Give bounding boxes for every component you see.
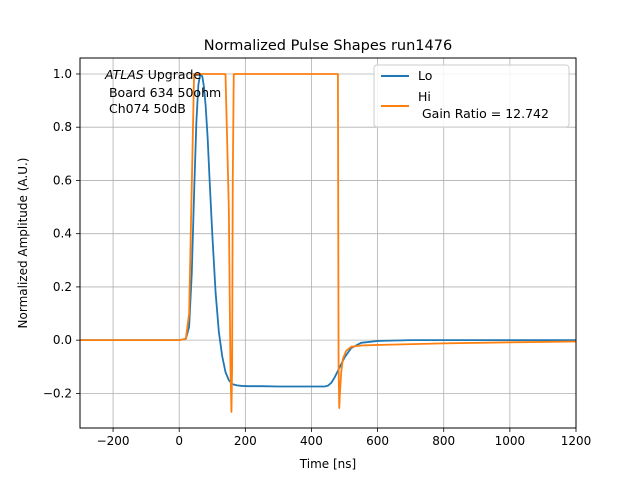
x-tick-label: −200: [97, 434, 130, 448]
x-tick-label: 400: [300, 434, 323, 448]
plot-frame: [79, 57, 577, 429]
series-line-hi: [80, 73, 576, 413]
x-tick-label: 600: [366, 434, 389, 448]
x-tick-label: 0: [175, 434, 183, 448]
x-tick-label: 1200: [561, 434, 592, 448]
annotation-atlas: ATLAS: [104, 67, 144, 82]
y-tick-label: 0.8: [53, 120, 72, 134]
y-tick-label: −0.2: [43, 386, 72, 400]
annotation-upgrade: Upgrade: [144, 67, 202, 82]
annotation-line-1: ATLAS Upgrade: [104, 67, 201, 82]
annotation: ATLAS Upgrade Board 634 50ohm Ch074 50dB: [104, 67, 221, 116]
x-tick-label: 200: [234, 434, 257, 448]
y-tick-label: 0.4: [53, 227, 72, 241]
legend-label-gain-ratio: Gain Ratio = 12.742: [418, 106, 549, 121]
annotation-line-3: Ch074 50dB: [105, 101, 186, 116]
x-axis-ticks: −200 0 200 400 600 800 1000 1200: [97, 428, 592, 448]
legend-box: [373, 64, 570, 128]
y-tick-label: 0.6: [53, 173, 72, 187]
legend-label-hi: Hi: [418, 89, 431, 104]
legend-label-lo: Lo: [418, 68, 432, 83]
chart-title: Normalized Pulse Shapes run1476: [204, 38, 452, 54]
x-axis-label: Time [ns]: [299, 457, 356, 471]
series-layer: [80, 73, 576, 413]
y-tick-label: 0.0: [53, 333, 72, 347]
annotation-line-2: Board 634 50ohm: [105, 85, 221, 100]
y-axis-label: Normalized Amplitude (A.U.): [16, 158, 30, 329]
y-axis-ticks: −0.2 0.0 0.2 0.4 0.6 0.8 1.0: [43, 67, 80, 400]
legend: Lo Hi Gain Ratio = 12.742: [373, 64, 570, 128]
series-line-lo: [80, 73, 576, 388]
y-tick-label: 0.2: [53, 280, 72, 294]
x-tick-label: 1000: [495, 434, 526, 448]
x-tick-label: 800: [432, 434, 455, 448]
y-tick-label: 1.0: [53, 67, 72, 81]
